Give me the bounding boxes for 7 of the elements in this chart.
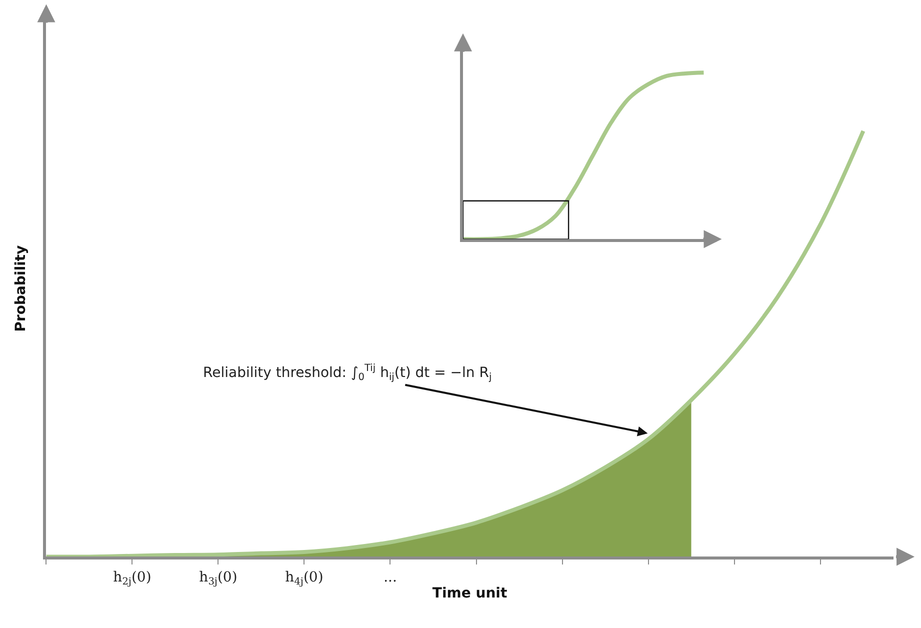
x-tick-label: ... bbox=[384, 570, 397, 586]
x-tick-label: h$_{4j}$(0) bbox=[285, 570, 324, 588]
annotation: Reliability threshold: ∫$_{0}$$^{Tij}$ h$_{ij}$(t) dt = −ln R$_{j}$ bbox=[203, 363, 492, 383]
x-tick-label: h$_{3j}$(0) bbox=[199, 570, 238, 588]
x-tick-label: h$_{2j}$(0) bbox=[113, 570, 152, 588]
x-axis-title: Time unit bbox=[432, 586, 508, 602]
y-axis-title: Probability bbox=[12, 245, 29, 332]
